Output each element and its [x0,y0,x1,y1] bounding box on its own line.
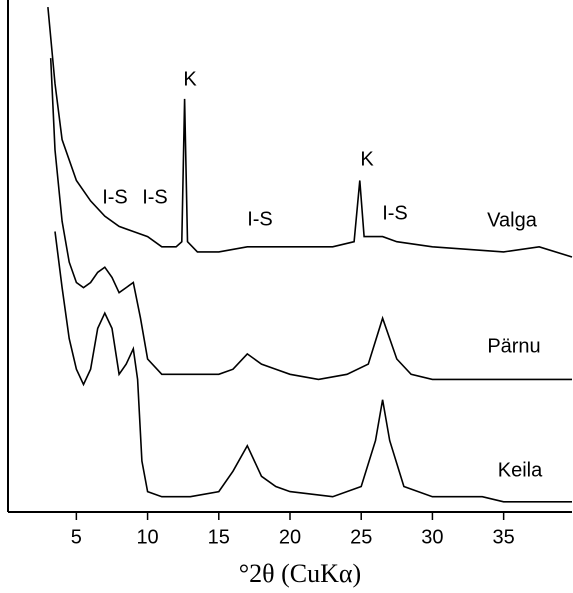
xrd-trace [47,7,573,258]
x-tick-label: 15 [208,526,230,548]
peak-annotation: K [183,68,197,90]
x-axis-label: °2θ (CuKα) [239,559,361,588]
peak-annotation: I-S [382,202,408,224]
x-tick-label: 5 [71,526,82,548]
series-label: Valga [487,209,538,231]
x-tick-label: 30 [421,526,443,548]
xrd-trace [49,58,572,381]
x-tick-label: 35 [493,526,515,548]
series-label: Pärnu [487,335,540,357]
peak-annotation: I-S [142,186,168,208]
x-tick-label: 25 [350,526,372,548]
peak-annotation: K [360,148,374,170]
x-tick-label: 20 [279,526,301,548]
series-label: Keila [498,459,543,481]
peak-annotation: I-S [247,208,273,230]
xrd-trace [54,231,572,503]
peak-annotation: I-S [102,186,128,208]
x-tick-label: 10 [136,526,158,548]
